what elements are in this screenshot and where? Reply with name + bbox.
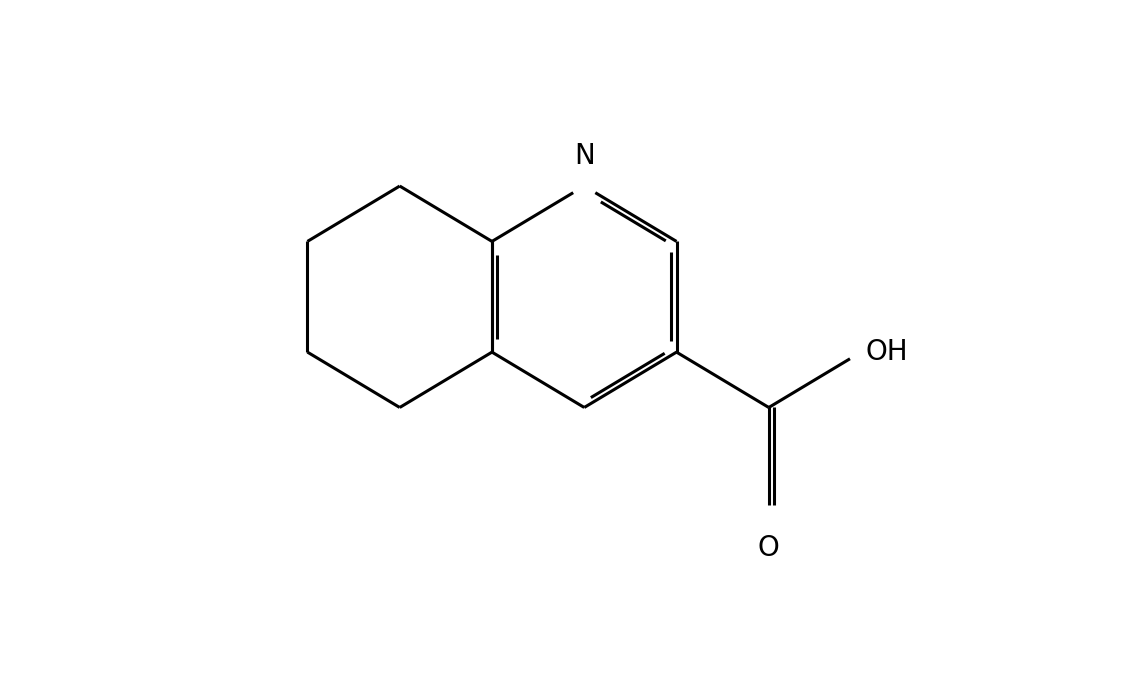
Text: OH: OH xyxy=(865,338,908,366)
Text: O: O xyxy=(758,534,779,562)
Text: N: N xyxy=(573,143,595,170)
